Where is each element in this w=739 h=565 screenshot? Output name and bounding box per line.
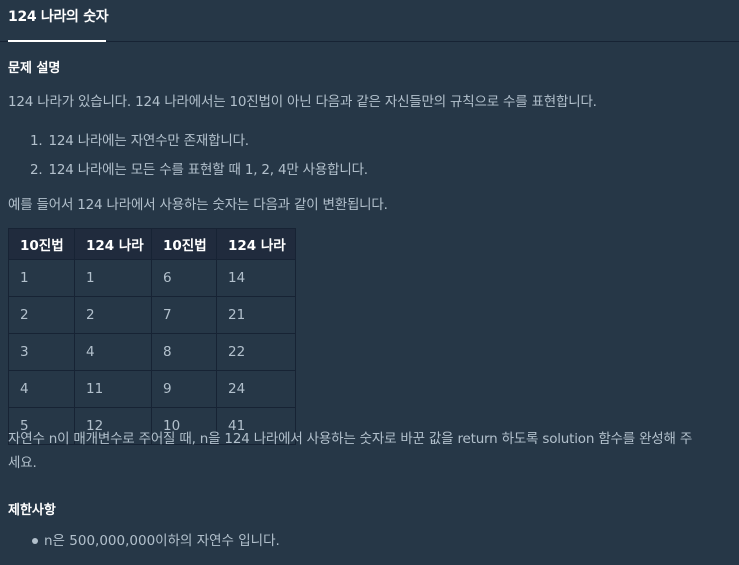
table-cell: 14: [216, 259, 296, 297]
table-cell: 21: [216, 296, 296, 334]
bullet-icon: [32, 538, 38, 544]
table-header-cell: 10진법: [8, 228, 75, 260]
constraints-heading: 제한사항: [8, 503, 56, 518]
table-cell: 3: [8, 333, 75, 371]
table-cell: 1: [8, 259, 75, 297]
table-cell: 2: [8, 296, 75, 334]
table-cell: 9: [151, 370, 217, 408]
table-row: 3 4 8 22: [8, 333, 296, 371]
task-description-line2: 세요.: [8, 455, 37, 471]
table-row: 2 2 7 21: [8, 296, 296, 334]
constraints-list: n은 500,000,000이하의 자연수 입니다.: [8, 530, 280, 552]
rule-text: 124 나라에는 모든 수를 표현할 때 1, 2, 4만 사용합니다.: [48, 162, 368, 178]
table-header-cell: 124 나라: [74, 228, 152, 260]
example-intro: 예를 들어서 124 나라에서 사용하는 숫자는 다음과 같이 변환됩니다.: [8, 197, 388, 213]
table-cell: 4: [8, 370, 75, 408]
table-row: 4 11 9 24: [8, 370, 296, 408]
tab-problem-title[interactable]: 124 나라의 숫자: [8, 0, 109, 41]
table-header-cell: 10진법: [151, 228, 217, 260]
active-tab-indicator: [8, 40, 106, 42]
rule-number: 1.: [30, 133, 43, 149]
rules-list: 1. 124 나라에는 자연수만 존재합니다. 2. 124 나라에는 모든 수를 …: [30, 130, 368, 188]
table-cell: 8: [151, 333, 217, 371]
rule-item: 1. 124 나라에는 자연수만 존재합니다.: [30, 130, 368, 159]
table-cell: 5: [8, 407, 75, 445]
table-cell: 22: [216, 333, 296, 371]
table-cell: 10: [151, 407, 217, 445]
constraint-text: n은 500,000,000이하의 자연수 입니다.: [44, 533, 280, 549]
tab-bar: 124 나라의 숫자: [0, 0, 739, 42]
table-cell: 7: [151, 296, 217, 334]
table-cell: 6: [151, 259, 217, 297]
list-item: n은 500,000,000이하의 자연수 입니다.: [8, 530, 280, 552]
tab-title-label: 124 나라의 숫자: [8, 9, 109, 25]
table-cell: 4: [74, 333, 152, 371]
table-cell: 41: [216, 407, 296, 445]
rule-number: 2.: [30, 162, 43, 178]
table-cell: 1: [74, 259, 152, 297]
table-row: 1 1 6 14: [8, 259, 296, 297]
rule-item: 2. 124 나라에는 모든 수를 표현할 때 1, 2, 4만 사용합니다.: [30, 159, 368, 188]
conversion-table: 10진법 124 나라 10진법 124 나라 1 1 6 14 2 2 7 2…: [8, 228, 296, 445]
table-cell: 2: [74, 296, 152, 334]
table-header-cell: 124 나라: [216, 228, 296, 260]
table-row: 5 12 10 41: [8, 407, 296, 445]
rule-text: 124 나라에는 자연수만 존재합니다.: [48, 133, 249, 149]
task-description-line1: 자연수 n이 매개변수로 주어질 때, n을 124 나라에서 사용하는 숫자로…: [8, 431, 693, 447]
problem-description-heading: 문제 설명: [8, 61, 61, 76]
table-cell: 24: [216, 370, 296, 408]
problem-intro: 124 나라가 있습니다. 124 나라에서는 10진법이 아닌 다음과 같은 …: [8, 94, 597, 110]
table-cell: 11: [74, 370, 152, 408]
table-header-row: 10진법 124 나라 10진법 124 나라: [8, 228, 296, 260]
